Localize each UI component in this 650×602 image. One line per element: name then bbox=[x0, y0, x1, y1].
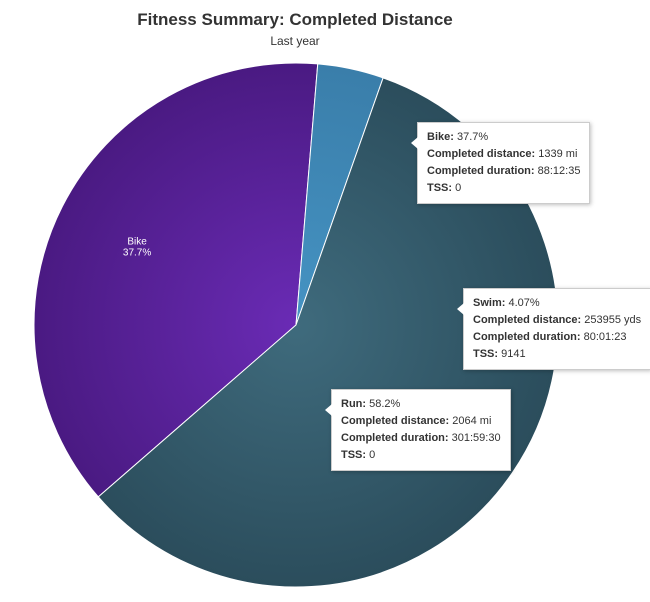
tooltip-run: Run: 58.2% Completed distance: 2064 mi C… bbox=[325, 389, 511, 471]
tooltip-row: Completed distance: 1339 mi bbox=[427, 148, 578, 160]
tooltip-swim: Swim: 4.07% Completed distance: 253955 y… bbox=[456, 288, 650, 370]
pie-slice-bike[interactable] bbox=[33, 62, 319, 498]
tooltip-row: TSS: 0 bbox=[341, 449, 376, 461]
tooltip-row: TSS: 9141 bbox=[473, 348, 526, 360]
tooltip-row: Completed distance: 2064 mi bbox=[341, 415, 492, 427]
tooltip-row: Completed duration: 88:12:35 bbox=[427, 165, 581, 177]
tooltip-row: Bike: 37.7% bbox=[427, 131, 489, 143]
tooltip-row: Completed duration: 80:01:23 bbox=[473, 331, 627, 343]
chart-title: Fitness Summary: Completed Distance bbox=[137, 10, 453, 29]
slice-label-bike: Bike 37.7% bbox=[123, 236, 151, 258]
tooltip-row: TSS: 0 bbox=[427, 182, 462, 194]
tooltip-row: Completed duration: 301:59:30 bbox=[341, 432, 501, 444]
chart-subtitle: Last year bbox=[270, 34, 320, 48]
tooltip-row: Run: 58.2% bbox=[341, 398, 401, 410]
tooltip-row: Completed distance: 253955 yds bbox=[473, 314, 642, 326]
tooltip-row: Swim: 4.07% bbox=[473, 297, 540, 309]
tooltip-bike: Bike: 37.7% Completed distance: 1339 mi … bbox=[410, 122, 591, 204]
